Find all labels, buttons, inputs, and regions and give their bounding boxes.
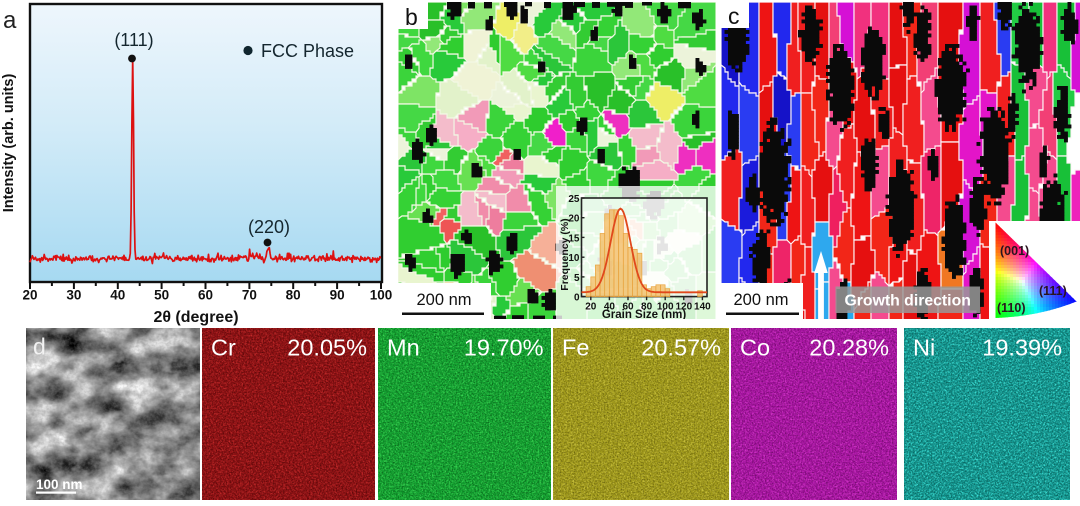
svg-text:2θ (degree): 2θ (degree): [153, 309, 238, 326]
svg-text:Fe: Fe: [562, 335, 589, 361]
svg-text:0: 0: [574, 293, 580, 304]
svg-text:100 nm: 100 nm: [36, 477, 83, 492]
svg-text:20.57%: 20.57%: [641, 335, 721, 361]
svg-text:b: b: [405, 4, 418, 30]
svg-text:20: 20: [585, 302, 597, 313]
svg-text:140: 140: [694, 302, 711, 313]
svg-text:Co: Co: [740, 335, 770, 361]
svg-text:Growth direction: Growth direction: [845, 293, 971, 310]
svg-text:25: 25: [568, 194, 580, 205]
svg-text:200 nm: 200 nm: [416, 291, 471, 309]
svg-text:80: 80: [641, 302, 653, 313]
svg-text:20: 20: [22, 288, 37, 303]
svg-text:15: 15: [568, 233, 580, 244]
svg-text:19.70%: 19.70%: [463, 335, 543, 361]
svg-text:10: 10: [568, 253, 580, 264]
svg-text:(111): (111): [1039, 284, 1067, 298]
svg-text:Ni: Ni: [913, 335, 935, 361]
svg-text:(220): (220): [248, 217, 290, 237]
svg-text:60: 60: [622, 302, 634, 313]
svg-text:a: a: [3, 7, 17, 34]
svg-text:60: 60: [198, 288, 213, 303]
svg-text:Intensity (arb. units): Intensity (arb. units): [1, 74, 17, 213]
svg-text:200 nm: 200 nm: [733, 291, 788, 309]
svg-text:40: 40: [604, 302, 616, 313]
svg-text:100: 100: [370, 288, 393, 303]
svg-text:80: 80: [286, 288, 301, 303]
svg-text:20.05%: 20.05%: [287, 335, 367, 361]
svg-text:d: d: [33, 334, 46, 360]
svg-text:Mn: Mn: [387, 335, 420, 361]
svg-text:5: 5: [574, 273, 580, 284]
svg-text:Frequency (%): Frequency (%): [559, 218, 571, 290]
svg-text:FCC Phase: FCC Phase: [261, 41, 354, 61]
svg-text:50: 50: [154, 288, 169, 303]
svg-text:30: 30: [66, 288, 81, 303]
svg-text:90: 90: [330, 288, 345, 303]
svg-text:19.39%: 19.39%: [982, 335, 1062, 361]
svg-text:20.28%: 20.28%: [809, 335, 889, 361]
svg-text:(110): (110): [997, 301, 1026, 315]
svg-text:c: c: [728, 3, 740, 29]
svg-text:120: 120: [675, 302, 692, 313]
svg-text:20: 20: [568, 214, 580, 225]
svg-text:Cr: Cr: [211, 335, 236, 361]
svg-text:100: 100: [657, 302, 674, 313]
svg-text:Grain Size (nm): Grain Size (nm): [602, 309, 687, 319]
svg-text:(001): (001): [1000, 244, 1029, 258]
svg-text:40: 40: [110, 288, 125, 303]
svg-text:70: 70: [242, 288, 257, 303]
svg-text:(111): (111): [114, 30, 153, 50]
